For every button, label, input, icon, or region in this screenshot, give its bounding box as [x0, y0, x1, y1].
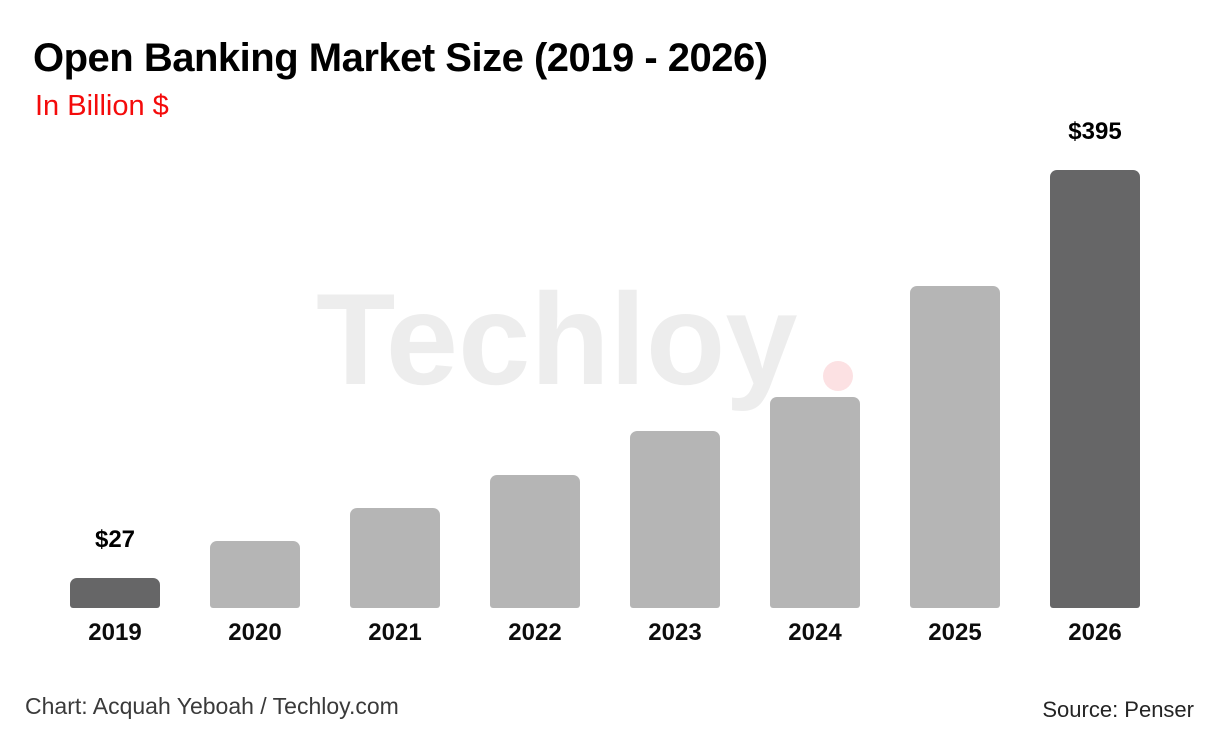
bar-value-label-2026: $395 [1068, 118, 1122, 145]
x-axis-label-2026: 2026 [1068, 619, 1122, 646]
x-axis-label-2021: 2021 [368, 619, 422, 646]
x-axis-label-2022: 2022 [508, 619, 562, 646]
bar-column-2024: 2024 [745, 397, 885, 645]
bars-container: $27 2019 2020 2021 2022 2023 2024 2025 $395 2026 [45, 118, 1165, 645]
source-credit: Source: Penser [1042, 697, 1194, 722]
x-axis-label-2023: 2023 [648, 619, 702, 646]
bar-column-2023: 2023 [605, 431, 745, 645]
bar-2026 [1050, 170, 1140, 608]
bar-2023 [630, 431, 720, 608]
x-axis-label-2019: 2019 [88, 619, 142, 646]
bar-2020 [210, 541, 300, 608]
bar-2019 [70, 578, 160, 608]
bar-column-2026: $395 2026 [1025, 118, 1165, 645]
x-axis-label-2025: 2025 [928, 619, 982, 646]
bar-column-2019: $27 2019 [45, 526, 185, 645]
bar-value-label-2019: $27 [94, 526, 136, 553]
bar-column-2020: 2020 [185, 541, 325, 645]
bar-column-2022: 2022 [465, 475, 605, 645]
bar-2024 [770, 397, 860, 608]
x-axis-label-2024: 2024 [788, 619, 842, 646]
bar-column-2025: 2025 [885, 286, 1025, 645]
bar-column-2021: 2021 [325, 508, 465, 645]
x-axis-label-2020: 2020 [228, 619, 282, 646]
bar-2025 [910, 286, 1000, 608]
chart-credit: Chart: Acquah Yeboah / Techloy.com [25, 693, 399, 719]
bar-2022 [490, 475, 580, 608]
chart-subtitle: In Billion $ [35, 90, 169, 122]
chart-title: Open Banking Market Size (2019 - 2026) [33, 36, 768, 80]
bar-2021 [350, 508, 440, 608]
